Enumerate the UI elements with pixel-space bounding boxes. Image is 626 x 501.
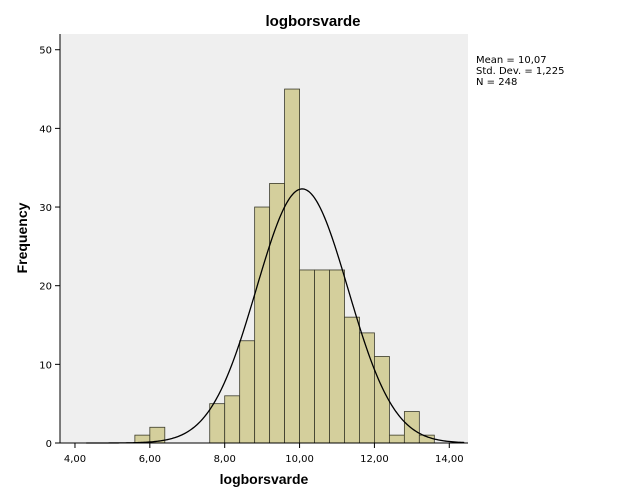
x-tick-label-4: 12,00 [360,454,389,465]
histogram-bar-4 [239,340,256,444]
x-tick-label-5: 14,00 [435,454,464,465]
y-tick-label-1: 10 [39,360,52,371]
x-tick-label-0: 4,00 [64,454,86,465]
x-tick-label-1: 6,00 [139,454,161,465]
y-tick-label-4: 40 [39,124,52,135]
x-tick-label-3: 10,00 [285,454,314,465]
normal-curve [86,188,465,444]
histogram-bar-8 [299,269,315,444]
chart-title: logborsvarde [265,13,360,30]
y-tick-label-0: 0 [46,439,52,450]
y-axis-ticks: 0 10 20 30 40 50 [39,46,60,450]
bars-group [134,88,435,444]
stat-line-0: Mean = 10,07 [476,55,547,66]
histogram-bar-6 [269,183,285,444]
y-tick-label-3: 30 [39,203,52,214]
x-axis-ticks: 4,00 6,00 8,00 10,00 12,00 14,00 [64,443,464,465]
x-axis-label: logborsvarde [220,471,309,487]
histogram-bar-9 [314,269,330,444]
histogram-bar-2 [209,403,226,444]
y-tick-label-2: 20 [39,282,52,293]
stat-line-2: N = 248 [476,77,517,88]
histogram-bar-3 [224,395,241,444]
x-tick-label-2: 8,00 [214,454,236,465]
histogram-bar-7 [284,88,300,444]
histogram-bar-10 [329,269,345,444]
histogram-bar-11 [344,316,360,444]
histogram-bar-13 [374,356,390,444]
histogram-bar-14 [388,434,405,444]
histogram-bar-15 [403,411,420,444]
histogram-bar-5 [254,206,271,444]
y-tick-label-5: 50 [39,46,52,57]
y-axis-label: Frequency [14,202,30,273]
stat-line-1: Std. Dev. = 1,225 [476,66,565,77]
